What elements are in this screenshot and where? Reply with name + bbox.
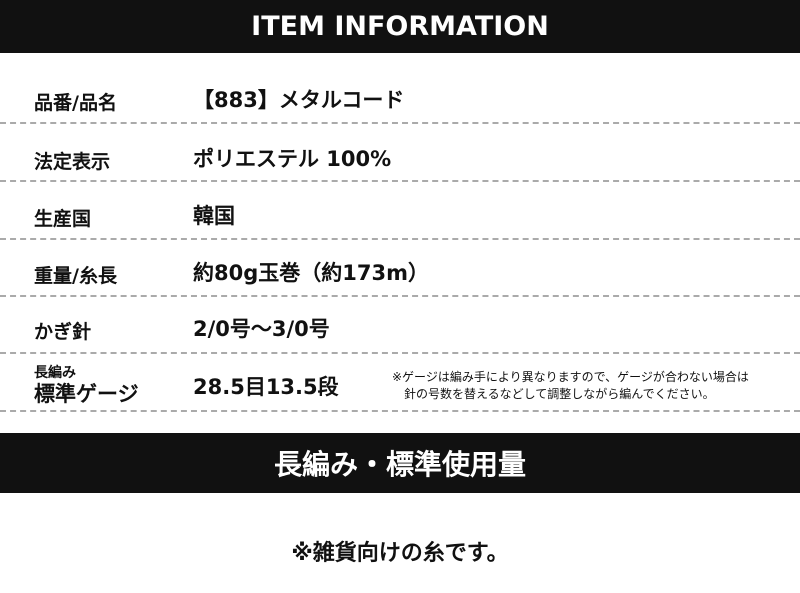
value: 28.5目13.5段 [193,375,339,399]
label: 法定表示 [34,151,111,173]
label: 品番/品名 [34,92,117,114]
divider [0,180,800,182]
label-small: 長編み [34,365,76,381]
divider [0,295,800,297]
divider [0,238,800,240]
usage-note: ※雑貨向けの糸です。 [291,541,509,566]
divider [0,122,800,124]
label: 生産国 [34,208,92,230]
value: 2/0号〜3/0号 [193,317,330,341]
divider [0,352,800,354]
gauge-note-2: 針の号数を替えるなどして調整しながら編んでください。 [404,387,715,401]
value: 韓国 [193,204,235,228]
item-information-header: ITEM INFORMATION [0,0,800,53]
divider [0,410,800,412]
value: ポリエステル 100% [193,147,392,171]
gauge-note-1: ※ゲージは編み手により異なりますので、ゲージが合わない場合は [392,370,749,384]
value: 約80g玉巻（約173m） [193,261,429,285]
usage-header: 長編み・標準使用量 [0,433,800,493]
value: 【883】メタルコード [193,88,405,112]
label-large: 標準ゲージ [34,382,139,406]
label: 重量/糸長 [34,265,117,287]
label: かぎ針 [34,321,92,343]
